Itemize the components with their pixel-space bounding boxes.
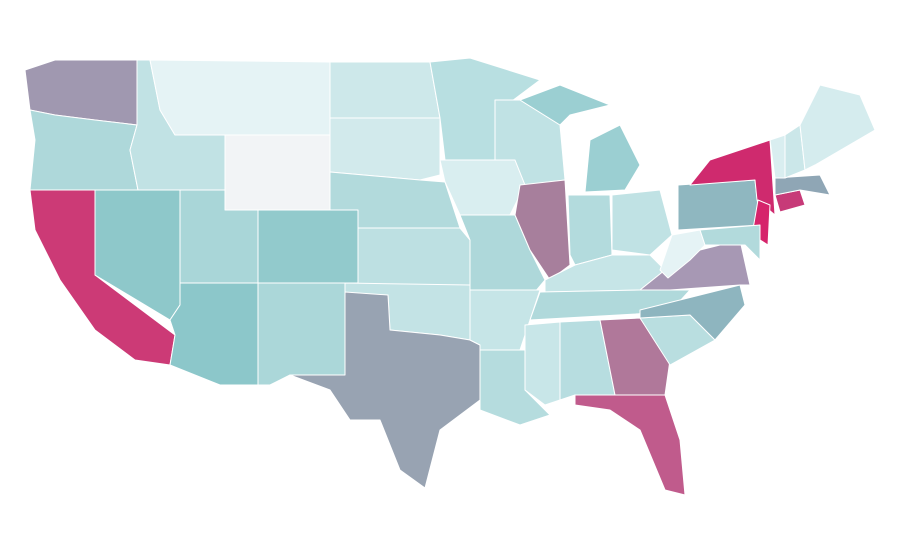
state-region bbox=[519, 84, 641, 193]
state-region bbox=[774, 174, 831, 196]
state-region bbox=[677, 179, 761, 231]
state-region bbox=[611, 189, 673, 256]
state-region bbox=[224, 134, 331, 211]
state-region bbox=[257, 282, 346, 386]
state-region bbox=[289, 291, 481, 489]
state-region bbox=[329, 61, 441, 119]
state-region bbox=[524, 321, 561, 406]
state-region bbox=[574, 394, 686, 496]
state-region bbox=[357, 227, 471, 286]
state-region bbox=[149, 59, 331, 136]
state-region bbox=[689, 139, 776, 216]
state-region bbox=[329, 117, 441, 181]
state-region bbox=[169, 282, 259, 386]
state-region bbox=[799, 84, 876, 171]
state-region bbox=[699, 224, 761, 261]
state-region bbox=[257, 209, 359, 284]
state-region bbox=[567, 194, 613, 266]
